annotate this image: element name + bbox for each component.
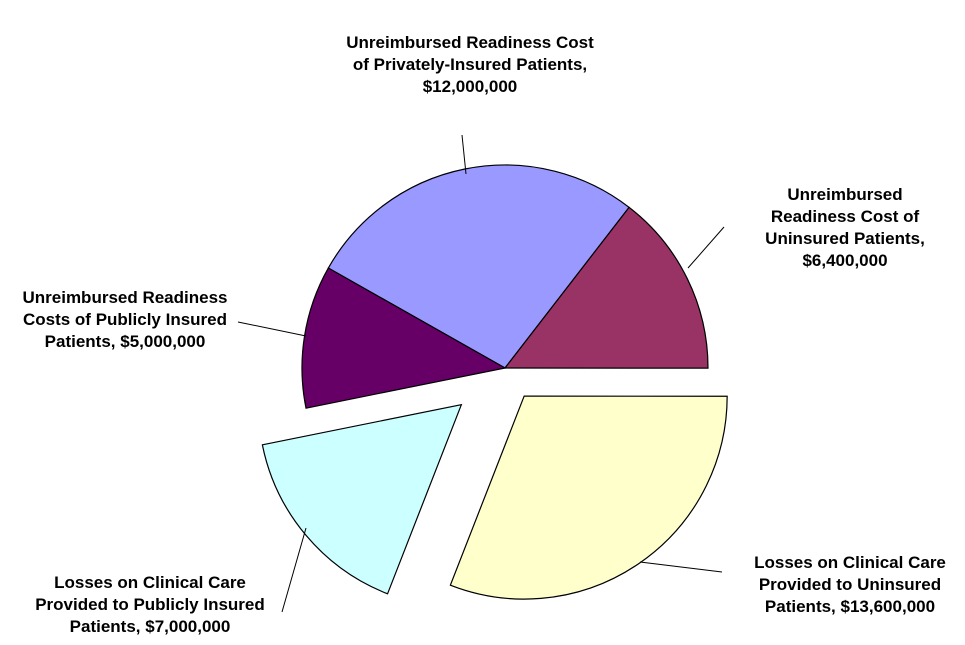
- leader-line: [237, 321, 307, 337]
- data-label: Unreimbursed Readiness Cost of Privately…: [345, 32, 595, 98]
- data-label: Unreimbursed Readiness Cost of Uninsured…: [745, 184, 945, 272]
- category-label: Unreimbursed Readiness Cost of Privately…: [346, 33, 594, 74]
- pie-slice: [261, 403, 463, 595]
- data-label: Unreimbursed Readiness Costs of Publicly…: [5, 287, 245, 353]
- value-label: $7,000,000: [145, 617, 231, 636]
- leader-line: [687, 226, 725, 269]
- pie-slice: [449, 395, 728, 600]
- leader-line: [461, 134, 467, 175]
- value-label: $5,000,000: [120, 332, 206, 351]
- category-label: Losses on Clinical Care Provided to Unin…: [754, 553, 946, 616]
- value-label: $13,600,000: [840, 597, 936, 616]
- data-label: Losses on Clinical Care Provided to Unin…: [735, 552, 965, 618]
- value-label: $6,400,000: [802, 251, 888, 270]
- pie-slice: [503, 206, 709, 369]
- data-label: Losses on Clinical Care Provided to Publ…: [25, 572, 275, 638]
- leader-line: [281, 527, 307, 613]
- leader-line: [639, 561, 723, 573]
- category-label: Unreimbursed Readiness Cost of Uninsured…: [765, 185, 925, 248]
- category-label: Losses on Clinical Care Provided to Publ…: [35, 573, 265, 636]
- category-label: Unreimbursed Readiness Costs of Publicly…: [22, 288, 228, 351]
- value-label: $12,000,000: [422, 77, 518, 96]
- pie-slice: [327, 164, 630, 369]
